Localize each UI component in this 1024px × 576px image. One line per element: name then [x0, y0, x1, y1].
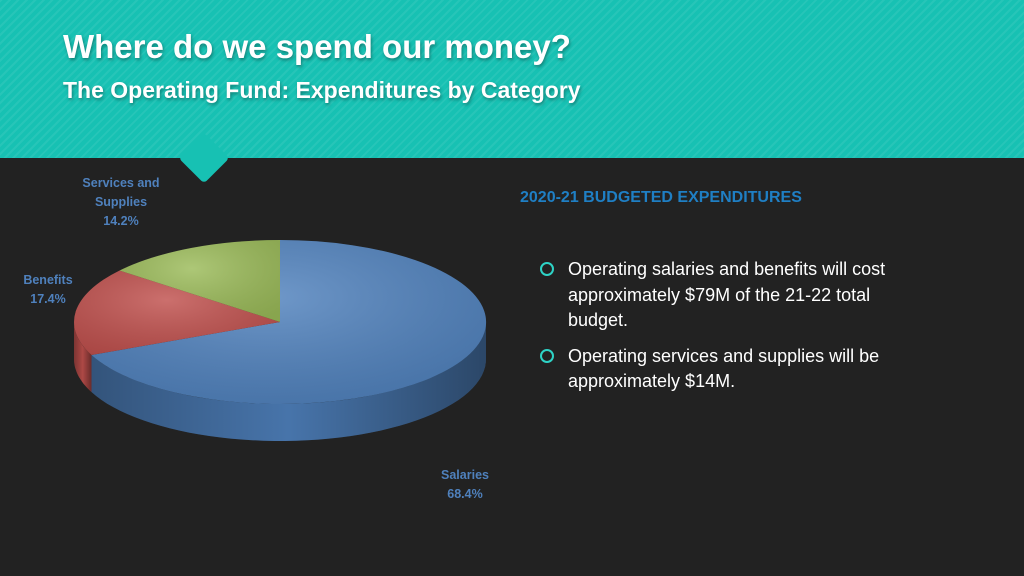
- bullet-text: Operating salaries and benefits will cos…: [568, 259, 886, 330]
- benefits-data-label: Benefits 17.4%: [8, 271, 88, 309]
- bullet-list: Operating salaries and benefits will cos…: [540, 257, 900, 405]
- side-heading: 2020-21 BUDGETED EXPENDITURES: [520, 189, 802, 206]
- benefits-label-name: Benefits: [23, 273, 73, 287]
- bullet-item: Operating salaries and benefits will cos…: [540, 257, 900, 334]
- pie-side-shade-salaries: [91, 320, 486, 441]
- services-label-line1: Services and: [82, 176, 160, 190]
- bullet-item: Operating services and supplies will be …: [540, 344, 900, 395]
- circle-bullet-icon: [540, 348, 554, 363]
- pie-top-faces: [74, 239, 487, 404]
- pie-slice-shine-services-supplies: [119, 239, 280, 322]
- salaries-label-pct: 68.4%: [447, 487, 483, 501]
- services-supplies-data-label: Services and Supplies 14.2%: [66, 174, 176, 231]
- pie-side-walls: [74, 320, 486, 441]
- pie-side-shade-benefits: [74, 321, 92, 392]
- pie-slice-shine-salaries: [91, 240, 487, 404]
- pie-slice-shine-benefits: [74, 270, 280, 355]
- circle-bullet-icon: [540, 262, 554, 276]
- header-banner: Where do we spend our money? The Operati…: [0, 0, 1024, 158]
- services-label-pct: 14.2%: [103, 214, 139, 228]
- benefits-label-pct: 17.4%: [30, 292, 66, 306]
- pie-chart: [74, 239, 487, 441]
- page-subtitle: The Operating Fund: Expenditures by Cate…: [63, 77, 581, 103]
- salaries-data-label: Salaries 68.4%: [420, 466, 510, 504]
- page-title: Where do we spend our money?: [63, 28, 571, 65]
- salaries-label-name: Salaries: [441, 468, 489, 482]
- services-label-line2: Supplies: [94, 195, 148, 209]
- bullet-text: Operating services and supplies will be …: [568, 345, 880, 392]
